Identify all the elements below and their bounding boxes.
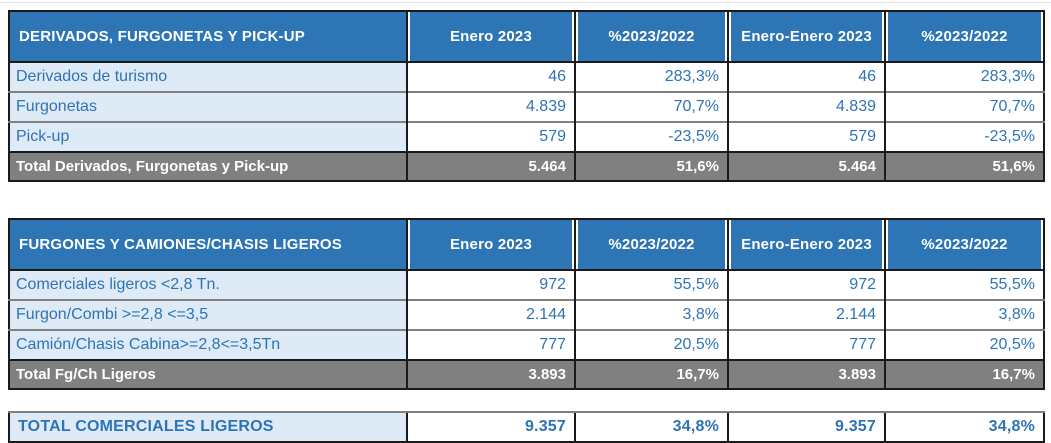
- cell-value: 4.839: [727, 91, 885, 122]
- total-row: Total Fg/Ch Ligeros 3.893 16,7% 3.893 16…: [9, 359, 1044, 389]
- cell-value: 3,8%: [884, 299, 1044, 330]
- col-header-pct-acum: %2023/2022: [884, 11, 1044, 63]
- cell-value: -23,5%: [574, 121, 728, 152]
- page-top-divider: [0, 2, 1051, 3]
- cell-value: 55,5%: [574, 269, 728, 300]
- grand-total-value: 34,8%: [574, 411, 728, 442]
- cell-value: 46: [406, 61, 575, 92]
- grand-total-row: TOTAL COMERCIALES LIGEROS 9.357 34,8% 9.…: [9, 411, 1044, 442]
- col-header-pct: %2023/2022: [574, 11, 728, 63]
- cell-value: 579: [406, 121, 575, 152]
- cell-value: -23,5%: [884, 121, 1044, 152]
- cell-value: 777: [727, 329, 885, 360]
- table-furgones: FURGONES Y CAMIONES/CHASIS LIGEROS Enero…: [8, 218, 1045, 390]
- total-value: 16,7%: [574, 359, 728, 389]
- row-label: Comerciales ligeros <2,8 Tn.: [9, 269, 407, 300]
- total-row-label: Total Derivados, Furgonetas y Pick-up: [9, 151, 407, 181]
- col-header-pct-acum: %2023/2022: [884, 219, 1044, 271]
- table-row: Furgonetas 4.839 70,7% 4.839 70,7%: [9, 91, 1044, 122]
- cell-value: 20,5%: [884, 329, 1044, 360]
- row-label: Camión/Chasis Cabina>=2,8<=3,5Tn: [9, 329, 407, 360]
- total-row: Total Derivados, Furgonetas y Pick-up 5.…: [9, 151, 1044, 181]
- grand-total-value: 9.357: [727, 411, 885, 442]
- report-body: DERIVADOS, FURGONETAS Y PICK-UP Enero 20…: [8, 10, 1045, 443]
- row-label: Furgon/Combi >=2,8 <=3,5: [9, 299, 407, 330]
- cell-value: 2.144: [727, 299, 885, 330]
- cell-value: 972: [406, 269, 575, 300]
- total-value: 3.893: [406, 359, 575, 389]
- table-row: Derivados de turismo 46 283,3% 46 283,3%: [9, 61, 1044, 92]
- table-row: Camión/Chasis Cabina>=2,8<=3,5Tn 777 20,…: [9, 329, 1044, 360]
- total-value: 51,6%: [574, 151, 728, 181]
- cell-value: 283,3%: [884, 61, 1044, 92]
- cell-value: 579: [727, 121, 885, 152]
- table-derivados: DERIVADOS, FURGONETAS Y PICK-UP Enero 20…: [8, 10, 1045, 182]
- table-row: Furgon/Combi >=2,8 <=3,5 2.144 3,8% 2.14…: [9, 299, 1044, 330]
- total-row-label: Total Fg/Ch Ligeros: [9, 359, 407, 389]
- cell-value: 70,7%: [884, 91, 1044, 122]
- row-label: Derivados de turismo: [9, 61, 407, 92]
- cell-value: 2.144: [406, 299, 575, 330]
- col-header-enero: Enero 2023: [406, 11, 575, 63]
- table-title: FURGONES Y CAMIONES/CHASIS LIGEROS: [9, 219, 407, 271]
- total-value: 3.893: [727, 359, 885, 389]
- grand-total-value: 9.357: [406, 411, 575, 442]
- col-header-enero-enero: Enero-Enero 2023: [727, 219, 885, 271]
- grand-total-label: TOTAL COMERCIALES LIGEROS: [9, 411, 407, 442]
- col-header-enero: Enero 2023: [406, 219, 575, 271]
- cell-value: 283,3%: [574, 61, 728, 92]
- grand-total-value: 34,8%: [884, 411, 1044, 442]
- header-row: FURGONES Y CAMIONES/CHASIS LIGEROS Enero…: [9, 219, 1044, 271]
- cell-value: 4.839: [406, 91, 575, 122]
- cell-value: 777: [406, 329, 575, 360]
- row-label: Furgonetas: [9, 91, 407, 122]
- cell-value: 46: [727, 61, 885, 92]
- col-header-pct: %2023/2022: [574, 219, 728, 271]
- header-row: DERIVADOS, FURGONETAS Y PICK-UP Enero 20…: [9, 11, 1044, 63]
- total-value: 5.464: [727, 151, 885, 181]
- cell-value: 972: [727, 269, 885, 300]
- col-header-enero-enero: Enero-Enero 2023: [727, 11, 885, 63]
- total-value: 5.464: [406, 151, 575, 181]
- cell-value: 70,7%: [574, 91, 728, 122]
- table-title: DERIVADOS, FURGONETAS Y PICK-UP: [9, 11, 407, 63]
- cell-value: 3,8%: [574, 299, 728, 330]
- cell-value: 20,5%: [574, 329, 728, 360]
- cell-value: 55,5%: [884, 269, 1044, 300]
- grand-total-band: TOTAL COMERCIALES LIGEROS 9.357 34,8% 9.…: [8, 411, 1045, 443]
- total-value: 16,7%: [884, 359, 1044, 389]
- table-row: Pick-up 579 -23,5% 579 -23,5%: [9, 121, 1044, 152]
- table-row: Comerciales ligeros <2,8 Tn. 972 55,5% 9…: [9, 269, 1044, 300]
- row-label: Pick-up: [9, 121, 407, 152]
- total-value: 51,6%: [884, 151, 1044, 181]
